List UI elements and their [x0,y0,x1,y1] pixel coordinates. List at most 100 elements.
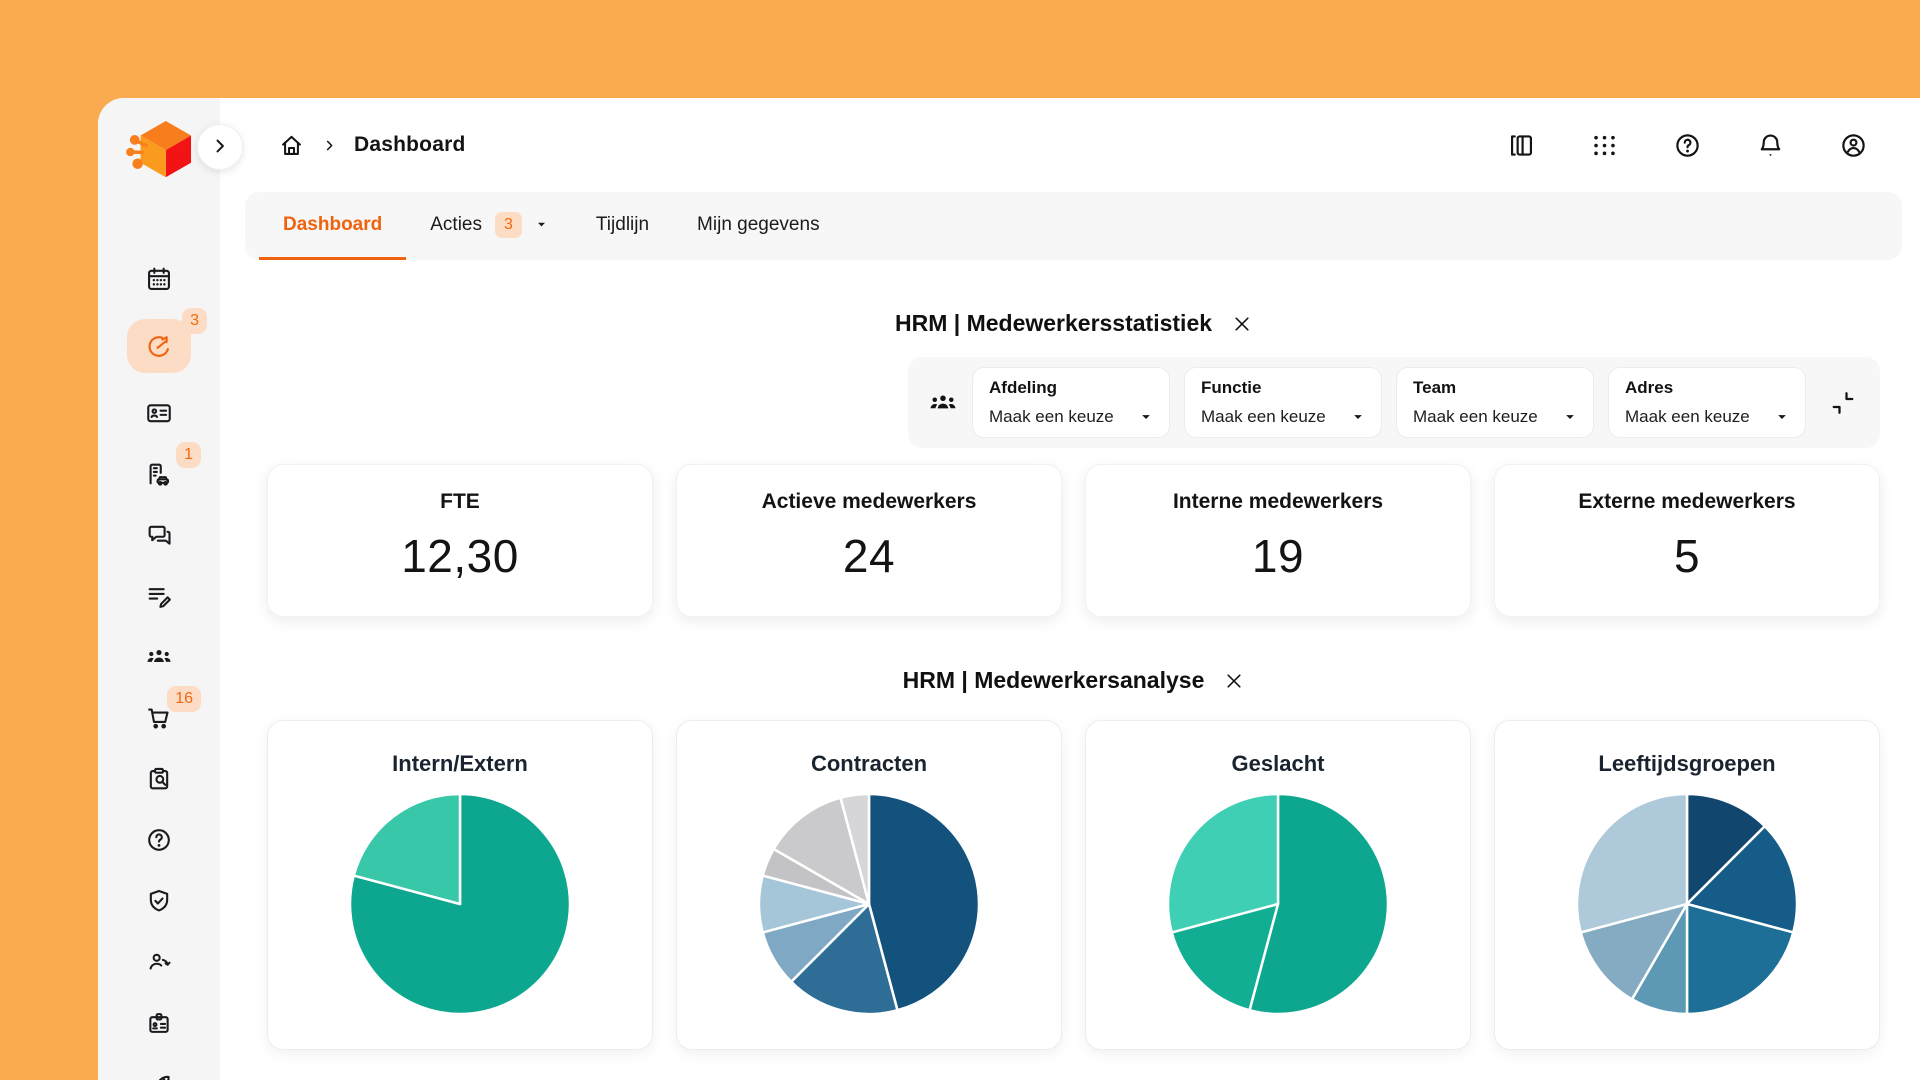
topbar-icons [1507,131,1868,160]
sidebar-item-rocket[interactable] [133,1063,185,1080]
split-view-icon[interactable] [1507,131,1536,160]
chat-icon [145,521,173,549]
filter-label: Functie [1201,378,1262,397]
home-icon[interactable] [278,132,305,159]
apps-grid-icon[interactable] [1590,131,1619,160]
pie-chart [1575,792,1799,1016]
pie-slice [1685,792,1767,906]
filter-select-team[interactable]: Team Maak een keuze [1396,367,1594,438]
section-title: HRM | Medewerkersstatistiek [894,310,1213,336]
sidebar-item-shield-check[interactable] [133,880,185,922]
sidebar-item-id-card[interactable] [133,392,185,434]
help-circle-icon[interactable] [1673,131,1702,160]
filter-label: Afdeling [989,378,1057,397]
sidebar-item-chat[interactable] [133,514,185,556]
pie-slice [1170,902,1280,1012]
stat-value: 19 [1251,530,1305,582]
caret-down-icon [535,218,548,231]
pie-slice [352,792,462,906]
tab-label: Tijdlijn [595,213,650,235]
stat-card-interne-medewerkers: Interne medewerkers 19 [1085,464,1471,617]
stat-label: Actieve medewerkers [761,490,977,513]
pie-slice [839,792,871,906]
clipboard-search-icon [145,765,173,793]
pie-chart-title: Leeftijdsgroepen [1598,751,1776,776]
sidebar-item-dashboard[interactable]: 3 [127,308,207,373]
stats-grid: FTE 12,30 Actieve medewerkers 24 Interne med… [267,464,1880,617]
page-title: Dashboard [354,133,466,156]
brand-logo [125,120,193,182]
filter-select-afdeling[interactable]: Afdeling Maak een keuze [972,367,1170,438]
tab-tijdlijn[interactable]: Tijdlijn [572,192,673,260]
pie-slice [1579,902,1689,1001]
filter-select-adres[interactable]: Adres Maak een keuze [1608,367,1806,438]
sidebar-item-team[interactable] [133,636,185,678]
tab-acties[interactable]: Acties 3 [406,192,572,260]
pie-card-contracten: Contracten [676,720,1062,1050]
pie-card-geslacht: Geslacht [1085,720,1471,1050]
stat-label: Externe medewerkers [1578,490,1796,513]
pie-chart-title: Geslacht [1231,751,1325,776]
filter-select-functie[interactable]: Functie Maak een keuze [1184,367,1382,438]
pie-card-leeftijdsgroepen: Leeftijdsgroepen [1494,720,1880,1050]
pie-slice [1248,792,1390,1016]
sidebar-item-edit-list[interactable] [133,575,185,617]
pie-slice [789,902,899,1016]
pie-slice [1575,792,1689,934]
breadcrumb: Dashboard [278,132,466,159]
cart-icon [145,704,173,732]
sidebar-item-help-circle[interactable] [133,819,185,861]
badge-card-icon [145,1009,173,1037]
sidebar-item-calendar[interactable] [133,258,185,300]
pie-slice [1685,902,1795,1016]
widget-medewerkersstatistiek: HRM | Medewerkersstatistiek Afdeling Maak… [245,310,1902,617]
stat-card-actieve-medewerkers: Actieve medewerkers 24 [676,464,1062,617]
sidebar-item-user-arrow[interactable] [133,941,185,983]
notification-badge: 1 [176,442,201,468]
caret-down-icon [1139,410,1153,424]
sidebar-item-clipboard-search[interactable] [133,758,185,800]
sidebar-nav: 3 1 16 [127,258,207,1080]
help-circle-icon [145,826,173,854]
pie-chart-title: Intern/Extern [392,751,528,776]
stat-value: 5 [1673,530,1701,582]
breadcrumb-separator-icon [322,138,337,153]
collapse-icon[interactable] [1828,388,1858,418]
close-icon[interactable] [1232,314,1252,334]
notification-badge: 16 [167,686,201,712]
pie-chart [757,792,981,1016]
id-card-icon [145,399,173,427]
close-icon[interactable] [1224,671,1244,691]
topbar: Dashboard [220,98,1920,192]
sidebar-item-company[interactable]: 1 [133,442,201,495]
filter-label: Adres [1625,378,1674,397]
filter-value: Maak een keuze [1625,407,1750,426]
shield-check-icon [145,887,173,915]
pie-chart-title: Contracten [810,751,928,776]
tab-label: Mijn gegevens [697,213,820,235]
account-icon[interactable] [1839,131,1868,160]
filter-value: Maak een keuze [1201,407,1326,426]
pie-slice [1166,792,1280,934]
pie-chart [1166,792,1390,1016]
sidebar: 3 1 16 [98,98,220,1080]
tab-mijn-gegevens[interactable]: Mijn gegevens [673,192,844,260]
main: HRM | Medewerkersstatistiek Afdeling Maak… [220,260,1920,1050]
sidebar-toggle-button[interactable] [197,124,243,170]
stat-label: FTE [440,490,480,513]
stat-value: 12,30 [401,530,519,582]
bell-icon[interactable] [1756,131,1785,160]
stat-value: 24 [842,530,896,582]
company-icon [145,460,173,488]
chevron-right-icon [210,136,230,159]
tabbar: Dashboard Acties 3 Tijdlijn Mijn gegevens [245,192,1902,260]
sidebar-item-cart[interactable]: 16 [133,686,201,739]
sidebar-item-badge-card[interactable] [133,1002,185,1044]
pie-slice [772,796,871,906]
filterbar: Afdeling Maak een keuze Functie Maak een ke… [908,357,1880,448]
tab-dashboard[interactable]: Dashboard [259,192,407,260]
pie-slice [1685,824,1799,934]
edit-list-icon [145,582,173,610]
filter-label: Team [1413,378,1457,397]
tab-label: Dashboard [283,213,383,235]
